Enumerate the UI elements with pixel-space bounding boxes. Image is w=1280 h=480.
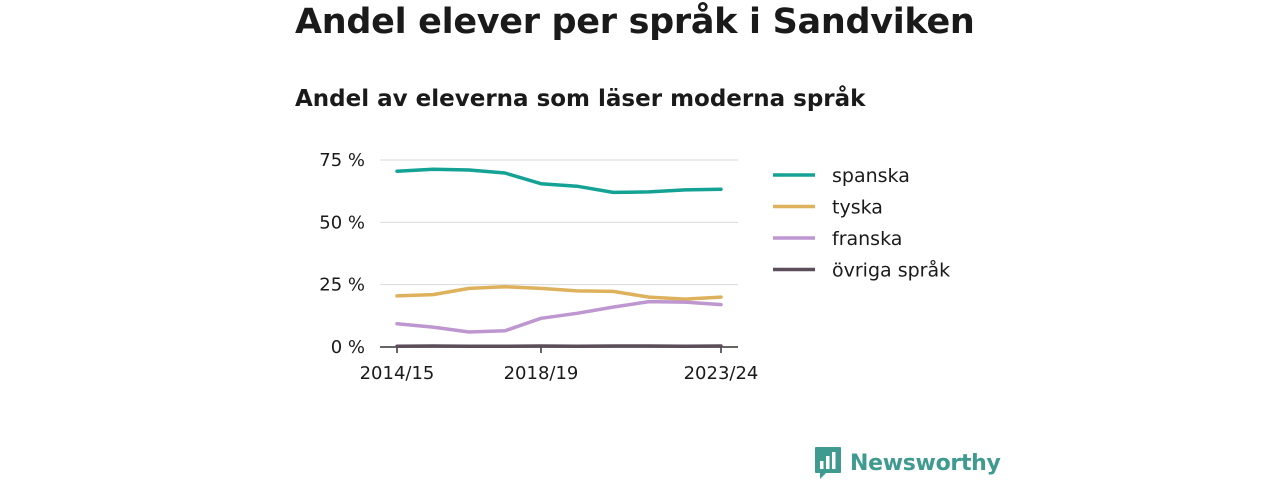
- x-tick-label: 2018/19: [504, 363, 579, 384]
- newsworthy-logo: Newsworthy: [814, 446, 1001, 480]
- brand-name: Newsworthy: [850, 450, 1001, 476]
- series-line-tyska: [395, 284, 723, 301]
- y-tick-label: 50 %: [319, 212, 365, 233]
- legend: spanska tyska franska övriga språk: [773, 165, 950, 282]
- legend-label: övriga språk: [832, 259, 950, 282]
- x-axis: 2014/15 2018/19 2023/24: [360, 346, 759, 384]
- series-line-spanska: [395, 167, 723, 195]
- legend-item: franska: [773, 228, 902, 250]
- newsworthy-logo-icon: [815, 447, 841, 479]
- legend-item: tyska: [773, 197, 883, 219]
- series-line-franska: [395, 299, 723, 334]
- chart-title: Andel elever per språk i Sandviken: [295, 2, 975, 42]
- gridlines: [380, 159, 738, 286]
- y-tick-label: 25 %: [319, 275, 365, 296]
- y-tick-label: 0 %: [331, 337, 365, 358]
- chart-subtitle: Andel av eleverna som läser moderna språ…: [295, 86, 866, 112]
- x-tick-label: 2014/15: [360, 363, 435, 384]
- legend-item: övriga språk: [773, 259, 950, 282]
- legend-label: franska: [832, 228, 902, 250]
- legend-item: spanska: [773, 165, 910, 187]
- x-tick-label: 2023/24: [684, 363, 759, 384]
- y-axis: 0 % 25 % 50 % 75 %: [319, 150, 365, 358]
- series-lines: [395, 167, 723, 349]
- legend-label: tyska: [832, 197, 883, 219]
- legend-label: spanska: [832, 165, 910, 187]
- y-tick-label: 75 %: [319, 150, 365, 171]
